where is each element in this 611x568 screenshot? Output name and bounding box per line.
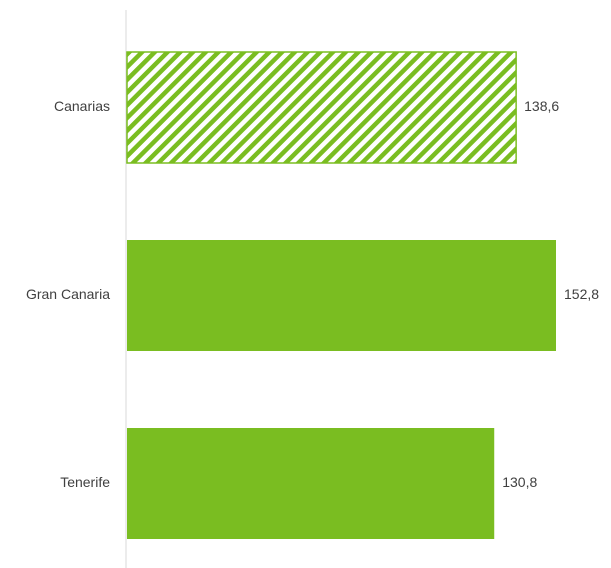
bars-group <box>126 51 556 539</box>
category-label-canarias: Canarias <box>54 98 110 114</box>
value-label-gran-canaria: 152,8 <box>564 286 599 302</box>
category-label-tenerife: Tenerife <box>60 474 110 490</box>
value-label-tenerife: 130,8 <box>502 474 537 490</box>
value-label-canarias: 138,6 <box>524 98 559 114</box>
category-label-gran-canaria: Gran Canaria <box>26 286 110 302</box>
bar-tenerife <box>127 428 495 539</box>
bar-gran-canaria <box>127 240 556 351</box>
bar-canarias <box>126 51 517 164</box>
labels-group: Canarias 138,6 Gran Canaria 152,8 Tenerife 13… <box>26 98 599 490</box>
